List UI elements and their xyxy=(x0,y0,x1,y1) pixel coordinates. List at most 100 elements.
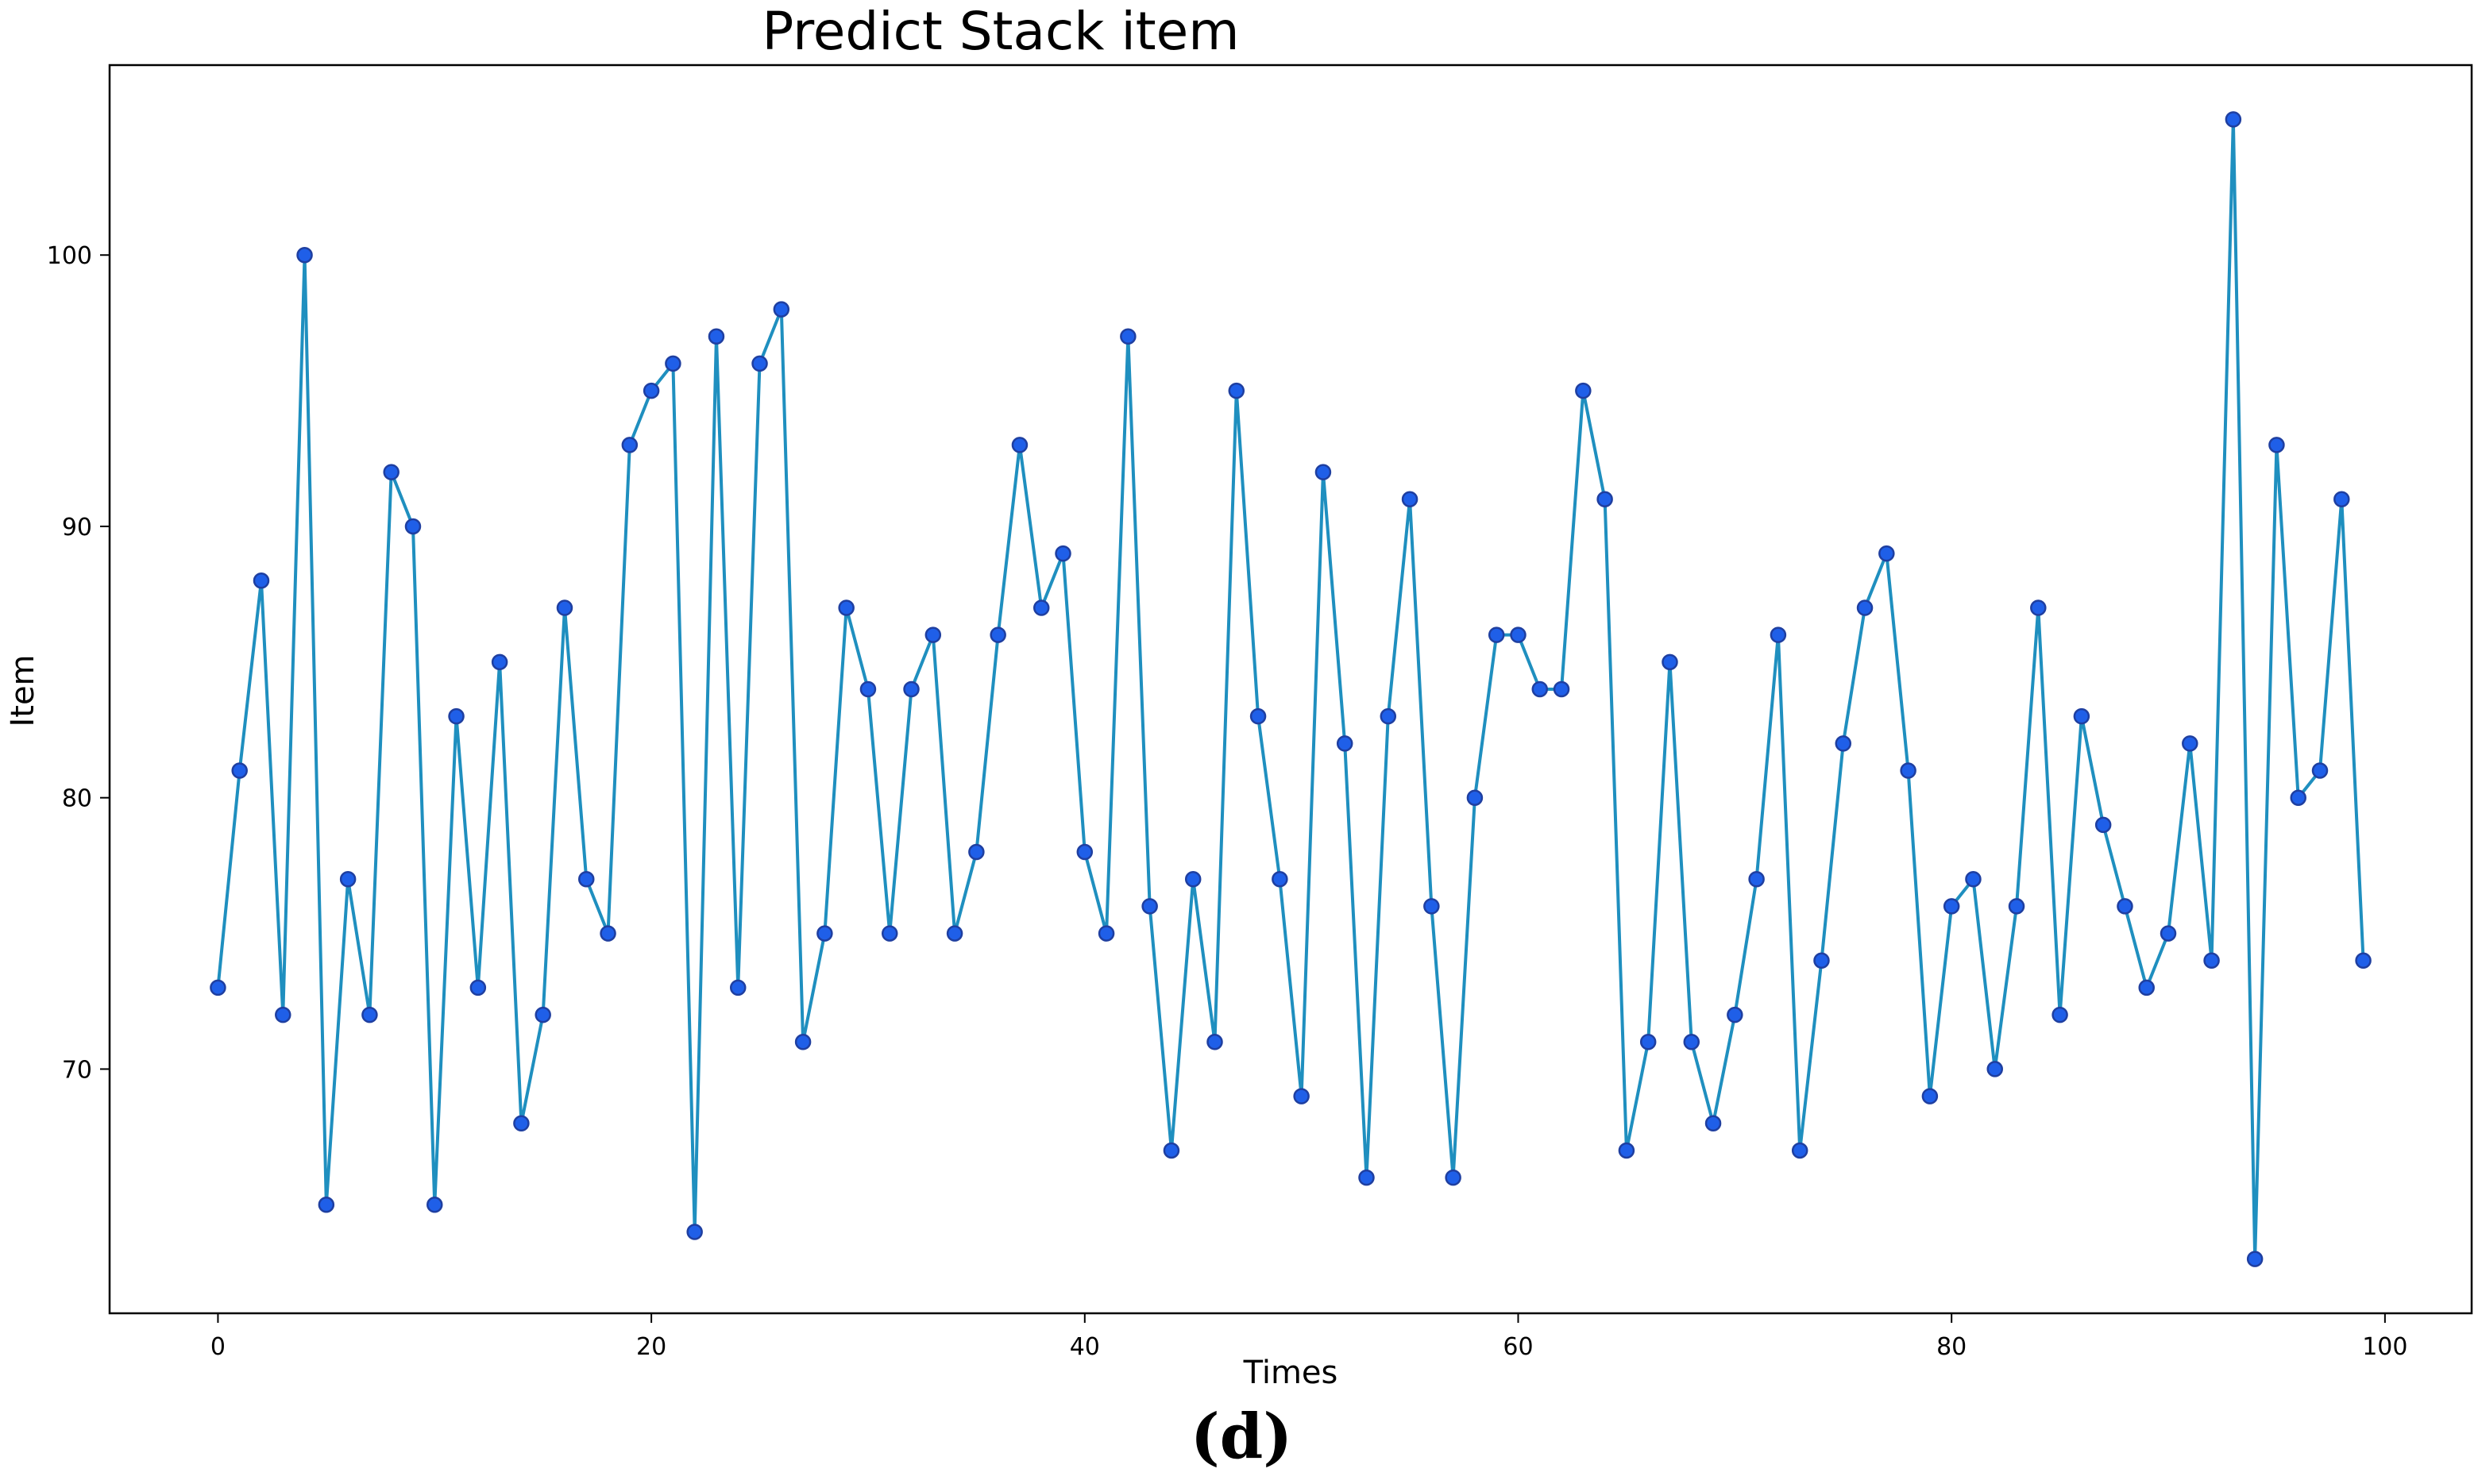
y-tick-label: 90 xyxy=(62,514,92,542)
data-point xyxy=(621,437,639,453)
data-point xyxy=(361,1006,378,1023)
data-point xyxy=(1163,1142,1180,1159)
data-point xyxy=(2290,789,2306,806)
data-point xyxy=(1986,1061,2003,1077)
data-point xyxy=(427,1197,443,1213)
y-tick-label: 70 xyxy=(62,1056,92,1084)
data-point xyxy=(859,680,877,698)
data-point xyxy=(2160,925,2177,942)
data-point xyxy=(773,301,790,318)
figure-caption: (d) xyxy=(1191,1401,1292,1473)
data-point xyxy=(903,680,920,698)
data-point xyxy=(2182,735,2198,752)
data-point xyxy=(1639,1034,1657,1050)
data-point xyxy=(881,925,898,942)
data-point xyxy=(2246,1251,2264,1267)
data-point xyxy=(2225,111,2242,128)
series-line xyxy=(216,118,2365,1261)
data-point xyxy=(990,626,1006,643)
data-point xyxy=(1184,870,1202,888)
plot-area-frame xyxy=(108,64,2473,1315)
data-point xyxy=(1380,707,1397,725)
data-point xyxy=(1770,626,1787,643)
data-point xyxy=(686,1224,703,1240)
data-point xyxy=(1423,898,1440,915)
data-point xyxy=(1813,952,1830,969)
data-point xyxy=(2138,979,2155,996)
data-point xyxy=(924,626,942,643)
data-point xyxy=(1032,599,1050,616)
data-point xyxy=(1921,1088,1939,1104)
data-point xyxy=(729,979,747,996)
data-point xyxy=(2268,437,2285,453)
data-point xyxy=(946,925,963,942)
data-point xyxy=(1662,653,1678,671)
data-point xyxy=(491,653,508,671)
data-point xyxy=(1965,870,1982,888)
x-tick-label: 100 xyxy=(2362,1333,2407,1361)
data-point xyxy=(1748,870,1765,888)
data-point xyxy=(665,355,681,372)
data-point xyxy=(1510,626,1527,643)
data-point xyxy=(1249,707,1267,725)
data-point xyxy=(1488,626,1505,643)
data-point xyxy=(1683,1034,1700,1050)
data-point xyxy=(1401,491,1418,508)
data-point xyxy=(1596,491,1613,508)
data-point xyxy=(1531,680,1549,698)
data-point xyxy=(1878,545,1895,562)
data-point xyxy=(1943,898,1960,915)
data-point xyxy=(1791,1142,1808,1159)
data-point xyxy=(1466,789,1484,806)
data-point xyxy=(1272,870,1288,888)
data-point xyxy=(2117,898,2133,915)
x-axis-label: Times xyxy=(1243,1355,1338,1391)
chart-title: Predict Stack item xyxy=(762,1,1239,62)
y-tick-label: 80 xyxy=(62,785,92,813)
data-point xyxy=(210,979,226,996)
data-point xyxy=(1336,735,1353,752)
data-point xyxy=(556,599,573,616)
data-point xyxy=(1856,599,1874,616)
data-point xyxy=(339,870,357,888)
data-point xyxy=(1445,1169,1461,1186)
y-axis-label: Item xyxy=(5,654,41,727)
data-point xyxy=(1098,925,1115,942)
x-tick-label: 0 xyxy=(210,1333,226,1361)
data-point xyxy=(2311,762,2329,779)
x-tick-label: 80 xyxy=(1936,1333,1967,1361)
data-point xyxy=(231,762,248,779)
data-point xyxy=(643,382,660,399)
data-point xyxy=(2051,1006,2068,1023)
x-tick-label: 40 xyxy=(1070,1333,1100,1361)
data-point xyxy=(2073,707,2090,725)
data-point xyxy=(1553,680,1570,698)
data-point xyxy=(794,1034,812,1050)
data-point xyxy=(816,925,833,942)
data-point xyxy=(253,572,270,589)
data-point xyxy=(2030,599,2047,616)
data-point xyxy=(708,328,725,345)
data-point xyxy=(2094,816,2112,834)
data-point xyxy=(318,1197,335,1213)
data-point xyxy=(448,707,465,725)
x-tick-label: 60 xyxy=(1503,1333,1533,1361)
data-point xyxy=(1206,1034,1223,1050)
data-point xyxy=(1575,382,1592,399)
data-point xyxy=(1704,1115,1722,1132)
data-point xyxy=(469,979,487,996)
data-point xyxy=(404,518,422,535)
data-point xyxy=(1727,1006,1743,1023)
data-point xyxy=(513,1115,530,1132)
data-point xyxy=(2008,898,2025,915)
data-point xyxy=(275,1006,291,1023)
data-point xyxy=(296,246,313,264)
data-point xyxy=(1618,1142,1635,1159)
data-point xyxy=(1141,898,1158,915)
x-tick-label: 20 xyxy=(636,1333,666,1361)
data-point xyxy=(1011,437,1029,453)
data-point xyxy=(383,464,399,480)
data-point xyxy=(751,355,768,372)
data-point xyxy=(1314,464,1332,480)
